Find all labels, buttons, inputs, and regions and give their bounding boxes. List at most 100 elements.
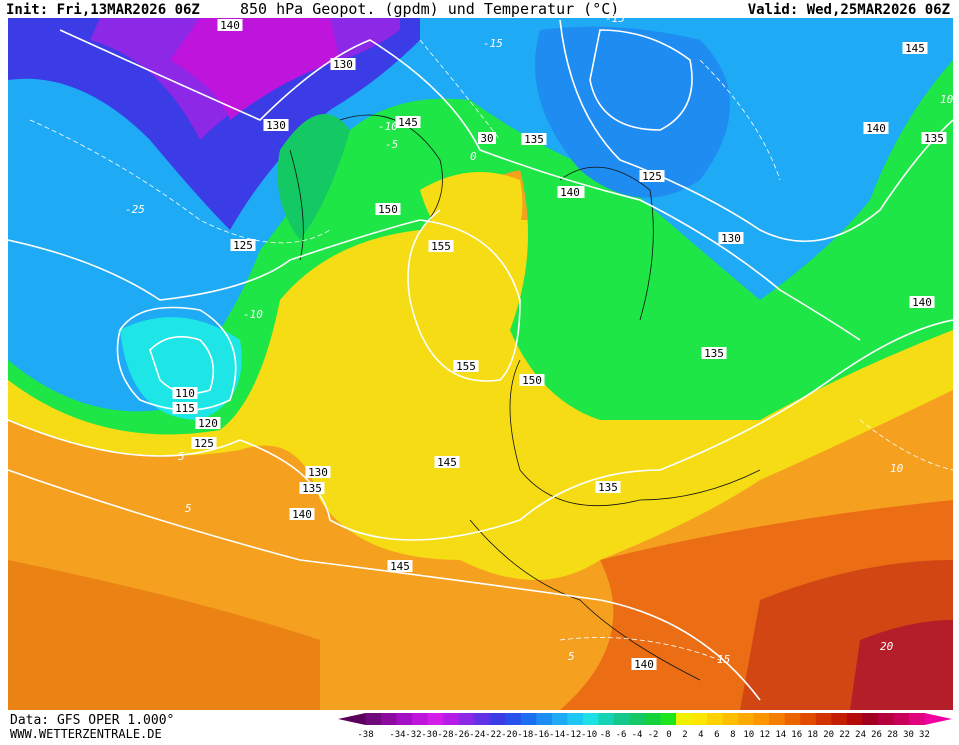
colorbar-label: -20 — [501, 730, 517, 740]
temperature-label: -10 — [243, 308, 263, 321]
geopotential-label: 140 — [866, 122, 886, 135]
label-box — [191, 437, 217, 449]
contour — [559, 19, 953, 242]
label-box — [521, 133, 547, 145]
label-box — [299, 482, 325, 494]
geopotential-label: 135 — [924, 132, 944, 145]
geopotential-label: 115 — [175, 402, 195, 415]
geopotential-label: 140 — [560, 186, 580, 199]
geopotential-label: 145 — [905, 42, 925, 55]
colorbar-label: -34 — [389, 730, 405, 740]
label-box — [172, 387, 198, 399]
geopotential-label: 150 — [522, 374, 542, 387]
label-box — [395, 116, 421, 128]
geopotential-label: 140 — [912, 296, 932, 309]
colorbar-label: -12 — [565, 730, 581, 740]
temperature-label: -15 — [605, 12, 625, 25]
colorbar-label: -30 — [421, 730, 437, 740]
label-box — [387, 560, 413, 572]
colorbar-label: 2 — [682, 730, 687, 740]
temperature-label: 5 — [568, 650, 575, 663]
colorbar-label: 6 — [714, 730, 719, 740]
colorbar-swatch — [489, 713, 506, 725]
label-box — [263, 119, 289, 131]
colorbar-arrow — [924, 713, 952, 725]
geopotential-label: 110 — [175, 387, 195, 400]
colorbar-swatch — [722, 713, 739, 725]
geopotential-label: 135 — [704, 347, 724, 360]
contour — [116, 306, 237, 411]
geopotential-label: 145 — [437, 456, 457, 469]
colorbar-swatch — [815, 713, 832, 725]
colorbar-label: 16 — [791, 730, 802, 740]
valid-time: Valid: Wed,25MAR2026 06Z — [748, 2, 950, 18]
geopotential-label: 135 — [524, 133, 544, 146]
contour — [8, 319, 953, 541]
colorbar-label: 28 — [887, 730, 898, 740]
colorbar-label: -28 — [437, 730, 453, 740]
colorbar-swatch — [893, 713, 910, 725]
colorbar-swatch — [505, 713, 522, 725]
label-box — [375, 203, 401, 215]
colorbar-arrow — [338, 713, 366, 725]
contour — [589, 29, 693, 131]
colorbar-swatch — [831, 713, 848, 725]
colorbar-swatch — [567, 713, 584, 725]
map-title: 850 hPa Geopot. (gpdm) und Temperatur (°… — [240, 0, 619, 18]
contour — [59, 29, 861, 341]
geopotential-label: 135 — [598, 481, 618, 494]
colorbar-label: -2 — [648, 730, 659, 740]
colorbar-swatch — [381, 713, 398, 725]
geopotential-label: 150 — [378, 203, 398, 216]
geopotential-label: 130 — [308, 466, 328, 479]
colorbar-swatch — [396, 713, 413, 725]
temperature-labels: -15 -10 -5 0 5 10 15 20 -25 -15 -10 5 10 5 — [125, 12, 954, 666]
label-box — [478, 132, 496, 144]
colorbar: -38 -34 -32 -30 -28 -26 -24 -22 -20 -18 -16 -14 -12-… — [338, 713, 952, 740]
colorbar-label: -38 — [357, 730, 373, 740]
colorbar-label: 24 — [855, 730, 866, 740]
geopotential-label: 125 — [233, 239, 253, 252]
colorbar-label: -18 — [517, 730, 533, 740]
colorbar-label: 18 — [807, 730, 818, 740]
label-box — [863, 122, 889, 134]
init-time: Init: Fri,13MAR2026 06Z — [6, 2, 200, 18]
colorbar-label: -4 — [632, 730, 643, 740]
geopotential-label: 140 — [634, 658, 654, 671]
geopotential-label: 125 — [194, 437, 214, 450]
colorbar-swatch — [846, 713, 863, 725]
geopotential-label: 130 — [333, 58, 353, 71]
colorbar-label: -26 — [453, 730, 469, 740]
label-box — [921, 132, 947, 144]
colorbar-label: 10 — [743, 730, 754, 740]
label-box — [718, 232, 744, 244]
temperature-label: 10 — [890, 462, 904, 475]
temperature-label: 10 — [940, 93, 954, 106]
colorbar-label: -10 — [581, 730, 597, 740]
colorbar-swatch — [800, 713, 817, 725]
colorbar-label: 0 — [666, 730, 671, 740]
coastline — [289, 114, 761, 681]
label-box — [230, 239, 256, 251]
geopotential-label: 30 — [480, 132, 493, 145]
colorbar-label: 12 — [759, 730, 770, 740]
temperature-label: 15 — [717, 653, 730, 666]
label-box — [305, 466, 331, 478]
geopotential-label: 140 — [220, 19, 240, 32]
label-box — [453, 360, 479, 372]
geopotential-label: 145 — [398, 116, 418, 129]
colorbar-swatch — [474, 713, 491, 725]
temperature-label: -5 — [385, 138, 398, 151]
label-box — [639, 170, 665, 182]
geopotential-label: 155 — [431, 240, 451, 253]
colorbar-swatch — [676, 713, 693, 725]
label-box — [631, 658, 657, 670]
label-box — [330, 58, 356, 70]
low-core — [120, 317, 242, 420]
label-box — [902, 42, 928, 54]
colorbar-swatch — [753, 713, 770, 725]
colorbar-swatch — [691, 713, 708, 725]
colorbar-swatch — [412, 713, 429, 725]
geopotential-labels: 1401301301453013515015512514013013514014… — [172, 19, 947, 671]
